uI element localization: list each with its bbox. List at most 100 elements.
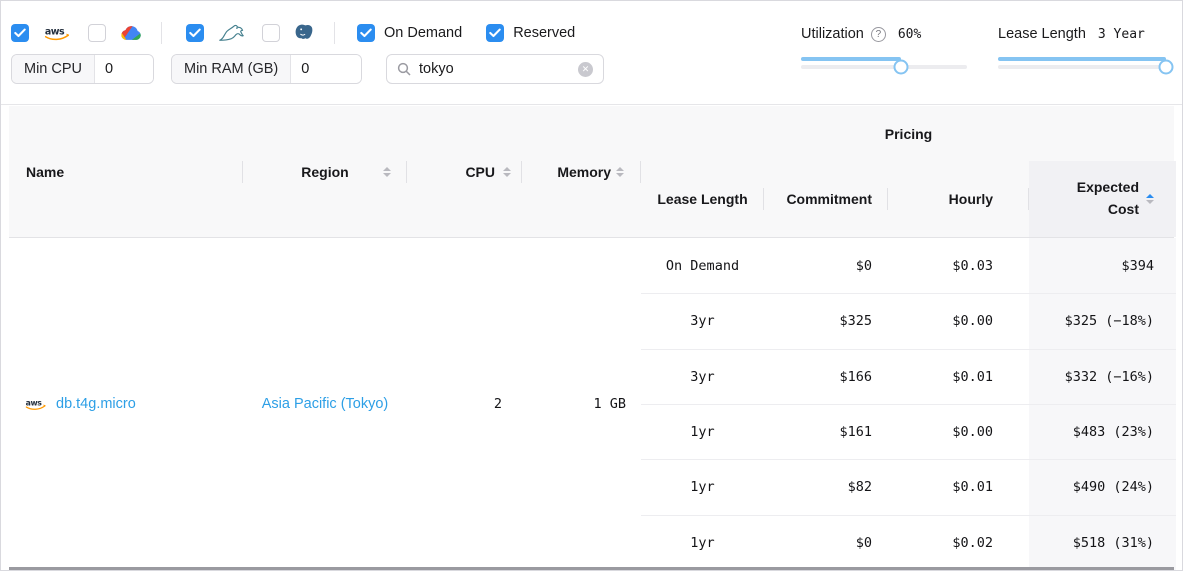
reserved-label[interactable]: Reserved [513,25,576,41]
lease-length-control: Lease Length 3 Year [998,25,1174,74]
slider-track[interactable] [801,64,967,69]
region-link[interactable]: Asia Pacific (Tokyo) [261,396,389,412]
utilization-label: Utilization [801,26,864,42]
hourly-cell: $0.02 [888,514,1029,570]
commitment-cell: $161 [764,403,888,459]
divider [161,22,162,44]
reserved-checkbox[interactable] [486,24,505,42]
commitment-cell: $82 [764,459,888,514]
lease-length-value: 3 Year [1097,26,1145,42]
table-row: aws db.t4g.micro Asia Pacific (Tokyo) 2 … [9,238,1176,570]
clear-icon[interactable]: ✕ [578,61,593,77]
column-header-lease-length: Lease Length [641,161,764,237]
expected-cost-cell: $332 (−16%) [1029,348,1176,404]
on-demand-label[interactable]: On Demand [384,25,463,41]
pricing-row: On Demand $0 $0.03 $394 [641,238,1176,294]
min-cpu-label: Min CPU [12,55,96,83]
aws-icon[interactable]: aws [44,23,72,43]
expected-cost-cell: $518 (31%) [1029,514,1176,570]
hourly-cell: $0.00 [888,403,1029,459]
min-ram-label: Min RAM (GB) [172,55,292,83]
min-ram-group: Min RAM (GB) [171,54,362,84]
lease-cell: 3yr [641,348,764,404]
column-header-cpu[interactable]: CPU [407,106,522,237]
input-filter-row: Min CPU Min RAM (GB) ✕ [11,54,604,84]
bottom-scrollbar[interactable] [9,567,1174,570]
pricing-row: 3yr $166 $0.01 $332 (−16%) [641,348,1176,404]
sort-icon[interactable] [383,166,391,177]
lease-cell: 1yr [641,514,764,570]
postgresql-checkbox[interactable] [262,24,280,42]
sort-icon[interactable] [1146,194,1154,204]
search-box: ✕ [386,54,604,84]
lease-cell: 3yr [641,293,764,348]
expected-cost-cell: $394 [1029,238,1176,294]
expected-cost-cell: $325 (−18%) [1029,293,1176,349]
svg-text:aws: aws [26,398,43,407]
slider-thumb[interactable] [1158,59,1174,74]
help-icon[interactable]: ? [870,26,886,42]
hourly-cell: $0.03 [952,257,993,274]
column-header-expected-cost[interactable]: Expected Cost [1029,161,1176,237]
mysql-checkbox[interactable] [186,24,204,42]
pricing-rows: On Demand $0 $0.03 $394 3yr $325 $0.00 $… [641,238,1176,570]
sort-icon[interactable] [616,166,624,177]
lease-length-label: Lease Length [998,26,1086,42]
cpu-cell: 2 [493,396,502,412]
search-input[interactable] [419,61,570,77]
column-header-region[interactable]: Region [243,106,407,237]
commitment-cell: $166 [764,348,888,404]
slider-fill [801,57,901,61]
commitment-cell: $325 [764,293,888,348]
commitment-cell: $0 [855,257,872,274]
hourly-cell: $0.01 [888,459,1029,514]
pricing-row: 1yr $161 $0.00 $483 (23%) [641,403,1176,460]
region-cell: Asia Pacific (Tokyo) [243,396,407,412]
lease-length-slider[interactable] [998,57,1174,74]
pricing-row: 1yr $0 $0.02 $518 (31%) [641,514,1176,570]
hourly-cell: $0.01 [888,348,1029,404]
memory-cell: 1 GB [593,396,626,412]
instance-name-link[interactable]: db.t4g.micro [56,396,136,412]
utilization-control: Utilization ? 60% [801,25,967,74]
sort-icon[interactable] [503,166,511,177]
column-header-commitment: Commitment [764,161,888,237]
column-header-hourly: Hourly [888,161,1029,237]
on-demand-checkbox[interactable] [357,24,375,42]
aws-icon: aws [25,396,48,412]
search-icon [397,62,411,76]
filter-toolbar: aws [1,1,1182,105]
divider [334,22,335,44]
table-header: Name Region CPU Memory Pricing [9,106,1176,238]
min-cpu-input[interactable] [95,55,153,83]
instance-name-cell: aws db.t4g.micro [9,396,243,412]
column-header-memory[interactable]: Memory [522,106,641,237]
provider-filter-row: aws [11,22,576,44]
lease-cell: 1yr [641,403,764,459]
lease-cell: On Demand [665,257,740,274]
commitment-cell: $0 [764,514,888,570]
expected-cost-cell: $483 (23%) [1029,403,1176,460]
mysql-icon[interactable] [218,24,245,43]
svg-text:aws: aws [45,27,65,38]
utilization-value: 60% [897,26,922,42]
slider-thumb[interactable] [893,59,909,74]
instances-table: Name Region CPU Memory Pricing [9,106,1176,570]
pricing-row: 1yr $82 $0.01 $490 (24%) [641,459,1176,515]
expected-cost-cell: $490 (24%) [1029,459,1176,515]
min-cpu-group: Min CPU [11,54,154,84]
slider-track[interactable] [998,64,1166,69]
hourly-cell: $0.00 [888,293,1029,348]
gcp-icon[interactable] [120,25,142,42]
min-ram-input[interactable] [291,55,361,83]
utilization-slider[interactable] [801,57,967,74]
postgresql-icon[interactable] [294,23,314,43]
column-header-name: Name [9,106,243,237]
aws-checkbox[interactable] [11,24,29,42]
slider-fill [998,57,1166,61]
pricing-group-header: Pricing [884,125,933,142]
lease-cell: 1yr [641,459,764,514]
gcp-checkbox[interactable] [88,24,106,42]
pricing-row: 3yr $325 $0.00 $325 (−18%) [641,293,1176,349]
